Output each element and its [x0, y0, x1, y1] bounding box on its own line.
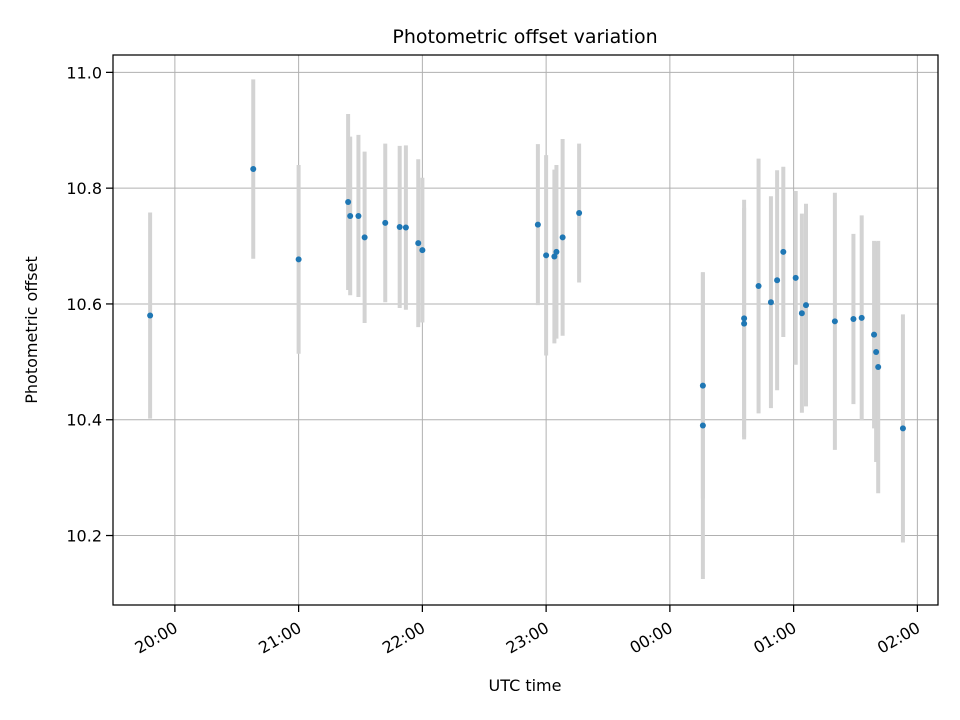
- plot-frame: [112, 54, 939, 606]
- chart-title: Photometric offset variation: [392, 26, 657, 48]
- data-point: [543, 252, 550, 259]
- data-point: [345, 199, 352, 206]
- data-point: [559, 234, 566, 241]
- data-point: [767, 299, 774, 306]
- data-point: [576, 210, 583, 217]
- data-point: [295, 256, 302, 263]
- data-point: [755, 283, 762, 289]
- data-point: [402, 224, 409, 231]
- data-point: [347, 212, 354, 219]
- y-axis-label: Photometric offset: [22, 256, 41, 404]
- data-point: [741, 315, 748, 322]
- data-point: [551, 253, 558, 260]
- data-point: [534, 221, 541, 228]
- data-point: [803, 302, 809, 309]
- y-tick-label: 10.2: [66, 527, 102, 546]
- data-point: [553, 248, 560, 255]
- data-point: [780, 248, 787, 255]
- data-point: [858, 314, 865, 321]
- data-point: [355, 212, 362, 219]
- data-point: [415, 240, 422, 247]
- data-point: [798, 310, 805, 317]
- data-point: [699, 422, 706, 429]
- y-axis-ticks: 10.2 10.4 10.6 10.8 11.0: [66, 63, 113, 546]
- y-tick-label: 10.8: [66, 179, 102, 198]
- data-point: [871, 331, 878, 338]
- data-point: [382, 219, 389, 226]
- data-point: [250, 166, 257, 173]
- data-point: [361, 234, 368, 241]
- data-point: [396, 223, 403, 230]
- y-tick-label: 11.0: [66, 63, 102, 82]
- data-point: [899, 425, 906, 432]
- data-point: [831, 318, 838, 325]
- data-point: [774, 277, 781, 284]
- data-point: [147, 312, 154, 319]
- data-point: [741, 320, 748, 327]
- data-point: [419, 247, 426, 254]
- data-point: [873, 349, 880, 355]
- data-points: [147, 166, 906, 432]
- data-point: [875, 364, 882, 371]
- x-axis-label: UTC time: [489, 676, 562, 695]
- y-tick-label: 10.4: [66, 411, 102, 430]
- data-point: [850, 316, 857, 322]
- data-point: [792, 274, 799, 281]
- y-tick-label: 10.6: [66, 295, 102, 314]
- data-point: [699, 382, 706, 389]
